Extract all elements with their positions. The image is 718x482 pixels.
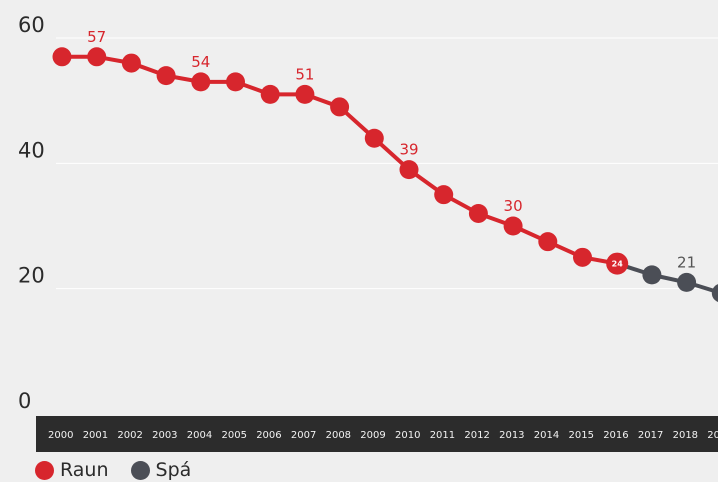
data-label: 21 (677, 253, 696, 271)
legend-item-raun: Raun (35, 459, 109, 481)
data-label: 51 (295, 65, 314, 83)
data-point-1 (642, 265, 662, 285)
x-tick-label: 2000 (48, 430, 73, 441)
x-tick-label: 2017 (638, 430, 663, 441)
data-point-0 (330, 97, 350, 117)
data-point-0 (121, 53, 141, 73)
gridlines (56, 37, 718, 290)
y-tick-label: 60 (18, 13, 45, 37)
x-tick-label: 2007 (291, 430, 316, 441)
data-point-0 (52, 47, 72, 67)
x-tick-label: 2014 (534, 430, 559, 441)
data-point-0 (399, 160, 419, 180)
data-point-1 (677, 272, 697, 292)
data-point-0 (191, 72, 211, 92)
x-tick-label: 2011 (430, 430, 455, 441)
y-tick-label: 20 (18, 264, 45, 288)
data-point-0 (87, 47, 107, 67)
x-axis-band (36, 416, 718, 452)
x-tick-label: 2016 (603, 430, 628, 441)
legend-item-spa: Spá (130, 459, 192, 481)
x-tick-label: 2019 (707, 430, 718, 441)
data-point-0 (226, 72, 245, 92)
legend-label-raun: Raun (60, 459, 109, 481)
series-line-0 (62, 54, 618, 266)
x-tick-label: 2001 (83, 430, 108, 441)
data-points (52, 47, 718, 302)
data-point-0 (503, 216, 523, 236)
x-axis-tick-labels: 2000 2001 2002 2003 2004 2005 2006 2007 2008 2009… (48, 430, 718, 441)
x-tick-label: 2010 (395, 430, 420, 441)
line-chart: 0 20 40 60 2000 2001 2002 2003 2004 2005 2006 2007… (18, 13, 718, 452)
data-point-0 (538, 232, 558, 252)
legend-swatch-raun (35, 460, 54, 480)
data-label: 57 (87, 28, 106, 46)
legend-label-spa: Spá (155, 459, 192, 481)
legend: Raun Spá (35, 458, 191, 482)
data-point-0 (434, 185, 454, 205)
x-tick-label: 2003 (152, 430, 177, 441)
data-point-0 (573, 247, 592, 267)
x-tick-label: 2018 (673, 430, 698, 441)
x-tick-label: 2004 (187, 430, 212, 441)
data-point-0 (468, 203, 488, 223)
x-tick-label: 2012 (464, 430, 489, 441)
x-tick-label: 2006 (256, 430, 281, 441)
data-label: 24 (612, 260, 624, 269)
legend-swatch-spa (130, 460, 150, 480)
data-point-1 (711, 284, 718, 302)
series-line-1 (616, 261, 718, 295)
data-label: 39 (399, 141, 418, 159)
y-tick-label: 40 (18, 138, 45, 162)
y-tick-label: 0 (18, 389, 31, 413)
data-labels: 57 54 51 39 30 24 21 (87, 28, 696, 272)
data-label: 30 (504, 197, 523, 215)
x-tick-label: 2013 (499, 430, 524, 441)
x-tick-label: 2009 (360, 430, 385, 441)
data-point-0 (606, 252, 629, 275)
y-axis-tick-labels: 0 20 40 60 (18, 13, 45, 413)
data-point-0 (295, 84, 315, 104)
data-point-0 (260, 84, 280, 104)
data-point-0 (156, 66, 176, 86)
x-tick-label: 2015 (569, 430, 594, 441)
x-tick-label: 2002 (117, 430, 142, 441)
data-point-0 (364, 128, 384, 148)
x-tick-label: 2008 (326, 430, 351, 441)
data-label: 54 (191, 53, 210, 71)
x-tick-label: 2005 (222, 430, 247, 441)
